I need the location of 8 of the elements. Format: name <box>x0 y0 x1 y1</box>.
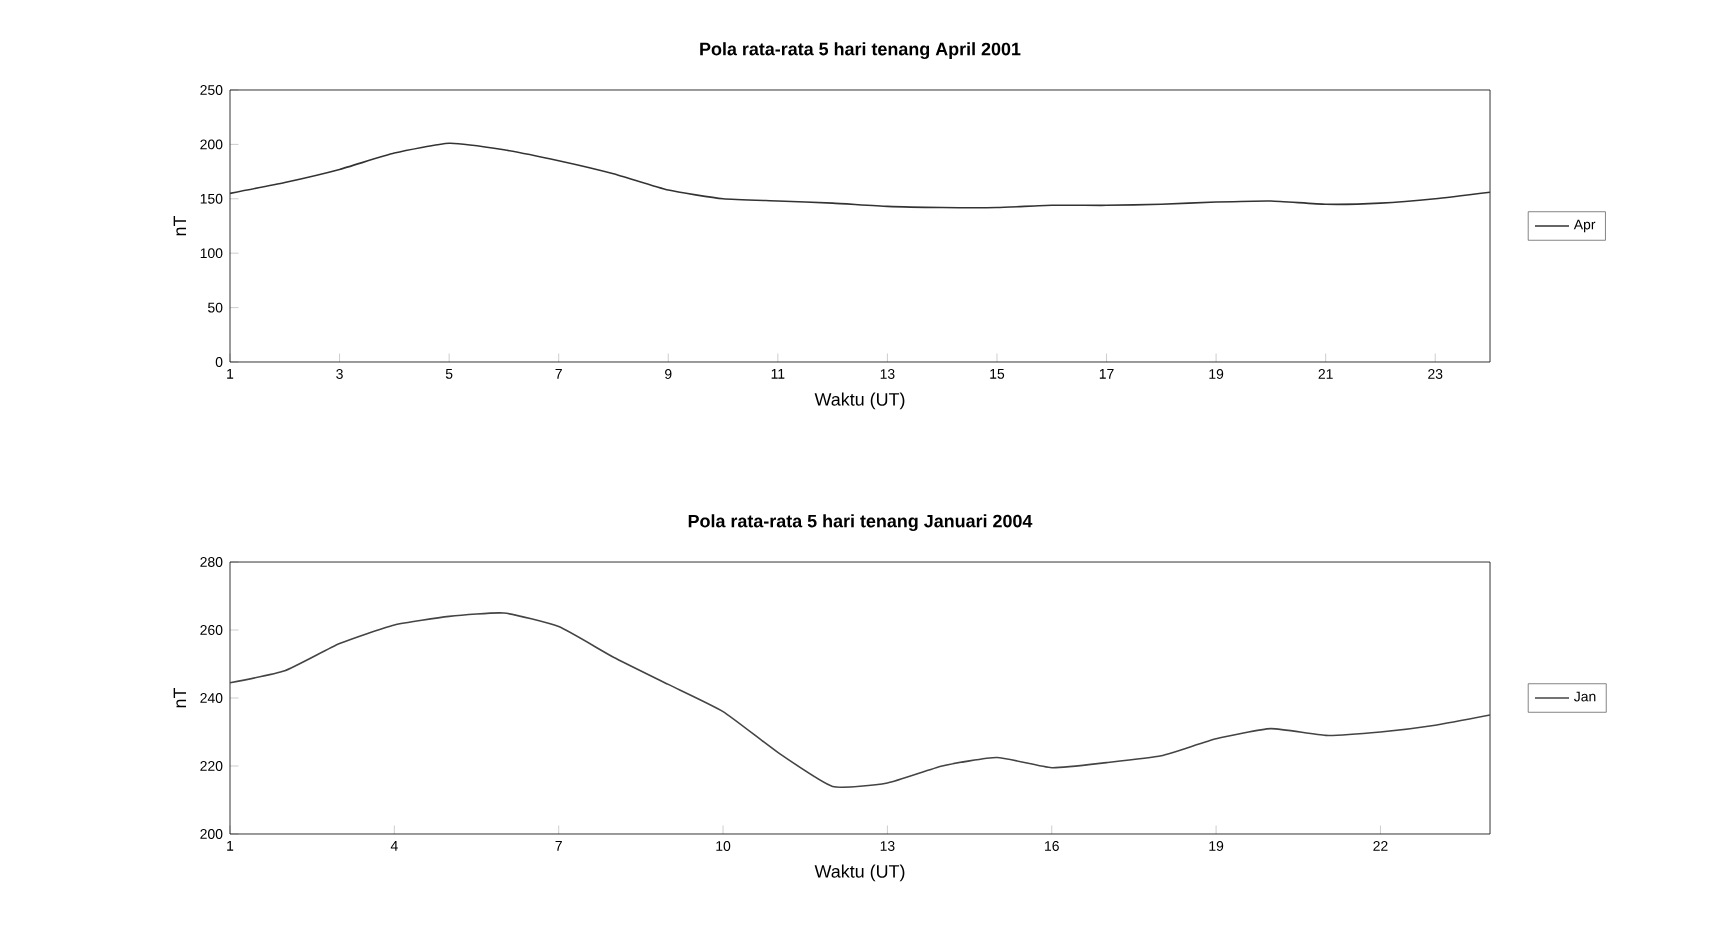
line-series <box>230 612 1491 788</box>
y-axis-title: nT <box>173 215 187 236</box>
chart-title: Pola rata-rata 5 hari tenang Januari 2004 <box>688 514 1033 532</box>
x-axis-title: Waktu (UT) <box>814 392 905 410</box>
x-axis-title: Waktu (UT) <box>814 864 905 882</box>
line-series <box>230 142 1491 209</box>
y-axis-title: nT <box>173 687 187 708</box>
chart-title: Pola rata-rata 5 hari tenang April 2001 <box>700 42 1021 60</box>
